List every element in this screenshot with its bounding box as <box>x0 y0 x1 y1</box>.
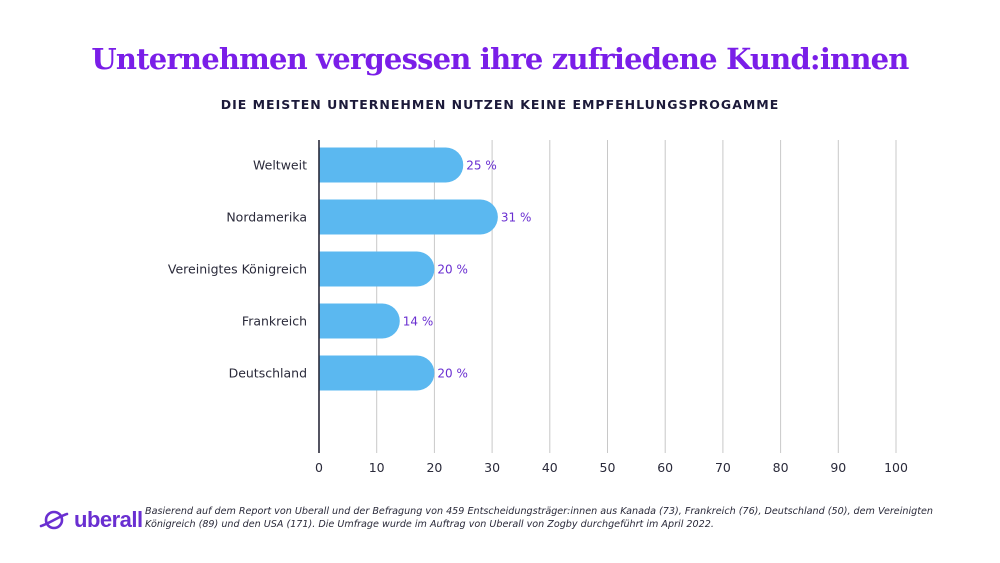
category-label: Weltweit <box>253 158 307 173</box>
bar <box>319 303 400 339</box>
bar-value-label: 20 % <box>437 263 468 277</box>
x-tick-label: 40 <box>542 460 558 475</box>
chart-title: Unternehmen vergessen ihre zufriedene Ku… <box>91 42 909 76</box>
chart-subtitle: DIE MEISTEN UNTERNEHMEN NUTZEN KEINE EMP… <box>220 97 780 112</box>
category-label: Vereinigtes Königreich <box>168 262 307 277</box>
bar-value-label: 25 % <box>466 159 497 173</box>
planet-ring-icon <box>39 510 69 530</box>
bar-chart: 25 % Weltweit 31 % Nordamerika 20 % Vereinigt… <box>168 140 908 475</box>
bar-value-label: 20 % <box>437 367 468 381</box>
category-label: Deutschland <box>229 366 307 381</box>
x-tick-label: 30 <box>484 460 500 475</box>
x-tick-label: 0 <box>315 460 323 475</box>
uberall-logo: uberall <box>38 507 143 533</box>
x-tick-label: 60 <box>657 460 673 475</box>
bar-value-label: 31 % <box>501 211 532 225</box>
bar <box>319 355 435 391</box>
x-tick-label: 20 <box>426 460 442 475</box>
source-footnote: Basierend auf dem Report von Uberall und… <box>145 506 933 530</box>
category-label: Frankreich <box>242 314 307 329</box>
bar-value-label: 14 % <box>403 315 434 329</box>
x-tick-label: 90 <box>830 460 846 475</box>
bar <box>319 199 498 235</box>
logo-text: uberall <box>74 507 143 532</box>
x-tick-label: 50 <box>600 460 616 475</box>
x-tick-label: 70 <box>715 460 731 475</box>
category-label: Nordamerika <box>226 210 307 225</box>
x-tick-label: 80 <box>773 460 789 475</box>
x-tick-label: 10 <box>369 460 385 475</box>
bar <box>319 147 464 183</box>
bar <box>319 251 435 287</box>
x-tick-label: 100 <box>884 460 908 475</box>
